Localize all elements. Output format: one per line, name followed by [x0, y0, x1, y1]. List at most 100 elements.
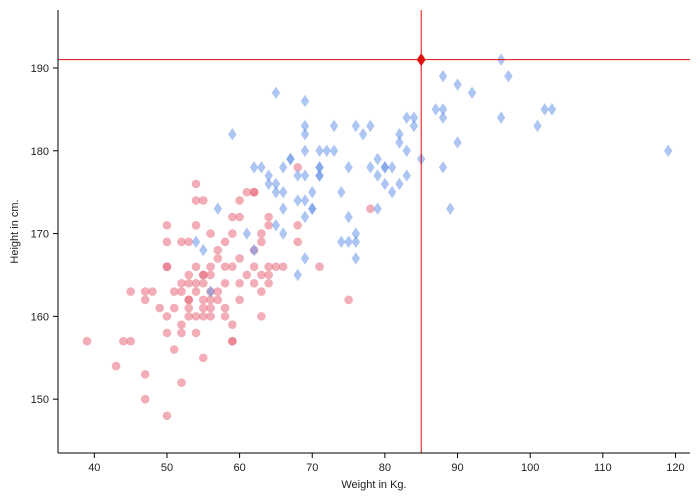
- data-point-diamond: [308, 185, 317, 199]
- data-point-diamond: [271, 219, 281, 232]
- data-point-diamond: [257, 161, 266, 174]
- data-point-diamond: [300, 169, 310, 182]
- data-point-diamond: [271, 185, 281, 199]
- data-point-circle: [177, 328, 186, 338]
- data-point-circle: [235, 212, 244, 222]
- data-point-circle: [278, 262, 288, 271]
- data-point-diamond: [351, 119, 361, 133]
- data-point-diamond: [409, 111, 419, 124]
- data-point-diamond: [373, 152, 382, 166]
- data-point-circle: [191, 179, 201, 189]
- data-point-circle: [206, 270, 215, 280]
- data-point-diamond: [191, 235, 201, 249]
- data-point-circle: [155, 303, 165, 313]
- data-point-circle: [220, 312, 230, 321]
- data-point-diamond: [300, 119, 310, 133]
- data-point-circle: [264, 212, 273, 222]
- data-point-circle: [162, 237, 172, 247]
- data-point-circle: [257, 229, 266, 238]
- data-point-circle: [264, 278, 273, 288]
- data-point-circle: [169, 287, 179, 296]
- data-point-diamond: [271, 177, 281, 191]
- data-point-diamond: [453, 136, 462, 149]
- data-point-circle: [220, 278, 230, 288]
- data-point-diamond: [366, 161, 375, 174]
- data-point-circle: [111, 361, 121, 371]
- data-point-diamond: [387, 185, 397, 199]
- x-tick-label: 100: [521, 462, 539, 474]
- data-point-circle: [140, 370, 150, 379]
- data-point-diamond: [278, 185, 288, 199]
- data-point-circle: [213, 254, 223, 263]
- points-layer: [82, 53, 673, 421]
- y-tick-label: 160: [31, 311, 49, 323]
- data-point-diamond: [540, 103, 549, 116]
- data-point-diamond: [213, 202, 223, 215]
- data-point-circle: [249, 278, 259, 288]
- data-point-circle: [177, 278, 186, 288]
- data-point-circle: [191, 328, 201, 338]
- data-point-diamond: [315, 169, 324, 182]
- data-point-circle: [206, 229, 215, 238]
- data-point-circle: [257, 270, 266, 280]
- data-point-circle: [191, 196, 201, 205]
- data-point-circle: [213, 287, 223, 296]
- data-point-circle: [162, 411, 172, 421]
- data-point-circle: [162, 262, 172, 271]
- data-point-diamond: [278, 227, 288, 240]
- data-point-diamond: [315, 144, 324, 157]
- data-point-diamond: [496, 111, 506, 124]
- data-point-circle: [249, 187, 259, 197]
- data-point-diamond: [228, 128, 237, 141]
- x-tick-label: 40: [88, 462, 100, 474]
- data-point-circle: [162, 312, 172, 321]
- crosshair-marker: [416, 53, 426, 67]
- data-point-diamond: [293, 268, 302, 282]
- data-point-diamond: [438, 111, 448, 124]
- data-point-diamond: [300, 252, 310, 265]
- data-point-diamond: [271, 86, 281, 100]
- data-point-diamond: [351, 227, 361, 240]
- data-point-diamond: [344, 210, 353, 224]
- data-point-circle: [148, 287, 157, 296]
- data-point-diamond: [373, 202, 382, 215]
- data-point-circle: [177, 287, 186, 296]
- data-point-circle: [220, 262, 230, 271]
- data-point-circle: [366, 204, 375, 214]
- data-point-circle: [271, 262, 281, 271]
- data-point-circle: [264, 262, 273, 271]
- x-tick-label: 70: [306, 462, 318, 474]
- data-point-circle: [126, 287, 135, 296]
- data-point-circle: [177, 378, 186, 387]
- data-point-diamond: [300, 194, 310, 207]
- data-point-circle: [228, 229, 237, 238]
- data-point-circle: [235, 278, 244, 288]
- data-point-diamond: [300, 94, 310, 108]
- data-point-circle: [162, 328, 172, 338]
- data-point-diamond: [387, 161, 397, 174]
- data-point-diamond: [300, 144, 310, 157]
- data-point-circle: [257, 312, 266, 321]
- data-point-diamond: [395, 128, 404, 141]
- x-tick-label: 120: [666, 462, 684, 474]
- data-point-circle: [140, 394, 150, 404]
- data-point-diamond: [264, 177, 273, 191]
- data-point-circle: [198, 278, 208, 288]
- data-point-circle: [228, 336, 237, 346]
- data-point-diamond: [199, 243, 208, 257]
- data-point-circle: [213, 295, 223, 305]
- data-point-diamond: [249, 161, 259, 174]
- data-point-diamond: [467, 86, 477, 100]
- data-point-circle: [184, 270, 194, 280]
- data-point-circle: [184, 303, 194, 313]
- data-point-circle: [235, 295, 244, 305]
- y-tick-label: 150: [31, 394, 49, 406]
- data-point-diamond: [366, 119, 375, 133]
- data-point-circle: [198, 270, 208, 280]
- data-point-circle: [293, 163, 303, 172]
- data-point-diamond: [438, 103, 448, 116]
- data-point-circle: [198, 353, 208, 363]
- data-point-diamond: [344, 235, 353, 249]
- data-point-diamond: [286, 152, 295, 166]
